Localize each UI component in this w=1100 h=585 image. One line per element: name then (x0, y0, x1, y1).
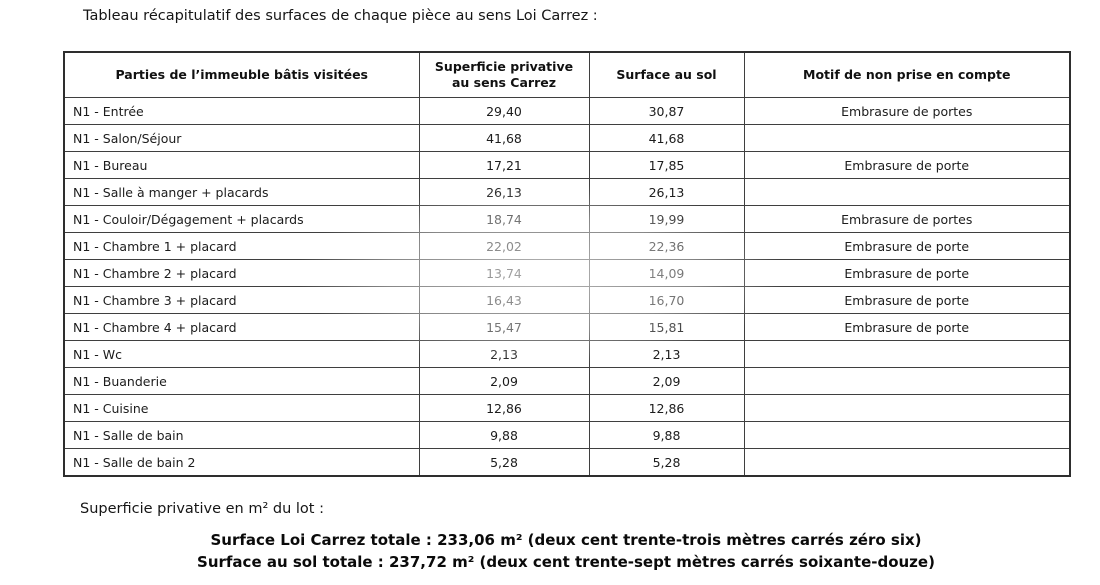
table-row: N1 - Chambre 1 + placard 22,02 22,36 Embras… (63, 232, 1071, 260)
room-name-cell: N1 - Buanderie (63, 367, 420, 395)
motif-cell: Embrasure de porte (743, 232, 1071, 260)
floor-value-cell: 22,36 (588, 232, 745, 260)
motif-cell (743, 178, 1071, 206)
surface-summary-table: Parties de l’immeuble bâtis visitées Sup… (63, 51, 1071, 477)
motif-cell: Embrasure de porte (743, 259, 1071, 287)
motif-cell: Embrasure de portes (743, 205, 1071, 233)
table-row: N1 - Chambre 4 + placard 15,47 15,81 Embras… (63, 313, 1071, 341)
motif-cell (743, 448, 1071, 477)
surface-table-body: N1 - Entrée 29,40 30,87 Embrasure de portes… (63, 97, 1071, 477)
carrez-value-cell: 2,09 (418, 367, 590, 395)
total-floor-line: Surface au sol totale : 237,72 m² (deux … (197, 553, 935, 571)
floor-value-cell: 12,86 (588, 394, 745, 422)
floor-value-cell: 14,09 (588, 259, 745, 287)
floor-value-cell: 15,81 (588, 313, 745, 341)
table-row: N1 - Wc 2,13 2,13 (63, 340, 1071, 368)
motif-cell (743, 124, 1071, 152)
room-name-cell: N1 - Salle à manger + placards (63, 178, 420, 206)
room-name-cell: N1 - Salle de bain (63, 421, 420, 449)
room-name-cell: N1 - Couloir/Dégagement + placards (63, 205, 420, 233)
lot-surface-label: Superficie privative en m² du lot : (80, 501, 324, 517)
room-name-cell: N1 - Chambre 3 + placard (63, 286, 420, 314)
carrez-value-cell: 26,13 (418, 178, 590, 206)
room-name-cell: N1 - Cuisine (63, 394, 420, 422)
carrez-value-cell: 41,68 (418, 124, 590, 152)
room-name-cell: N1 - Salle de bain 2 (63, 448, 420, 477)
motif-cell: Embrasure de porte (743, 286, 1071, 314)
carrez-value-cell: 12,86 (418, 394, 590, 422)
motif-cell (743, 340, 1071, 368)
floor-value-cell: 2,13 (588, 340, 745, 368)
table-row: N1 - Buanderie 2,09 2,09 (63, 367, 1071, 395)
motif-cell (743, 421, 1071, 449)
motif-cell: Embrasure de porte (743, 313, 1071, 341)
room-name-cell: N1 - Chambre 1 + placard (63, 232, 420, 260)
motif-cell (743, 394, 1071, 422)
carrez-value-cell: 15,47 (418, 313, 590, 341)
carrez-value-cell: 13,74 (418, 259, 590, 287)
table-row: N1 - Bureau 17,21 17,85 Embrasure de porte (63, 151, 1071, 179)
table-row: N1 - Entrée 29,40 30,87 Embrasure de portes (63, 97, 1071, 125)
floor-value-cell: 16,70 (588, 286, 745, 314)
room-name-cell: N1 - Wc (63, 340, 420, 368)
table-row: N1 - Chambre 2 + placard 13,74 14,09 Embras… (63, 259, 1071, 287)
floor-value-cell: 5,28 (588, 448, 745, 477)
floor-value-cell: 26,13 (588, 178, 745, 206)
table-row: N1 - Salon/Séjour 41,68 41,68 (63, 124, 1071, 152)
document-title: Tableau récapitulatif des surfaces de ch… (83, 8, 598, 24)
carrez-value-cell: 16,43 (418, 286, 590, 314)
floor-value-cell: 30,87 (588, 97, 745, 125)
table-row: N1 - Salle à manger + placards 26,13 26,13 (63, 178, 1071, 206)
table-header-row: Parties de l’immeuble bâtis visitées Sup… (63, 51, 1071, 98)
carrez-value-cell: 2,13 (418, 340, 590, 368)
column-header-motif: Motif de non prise en compte (743, 51, 1071, 98)
totals-block: Surface Loi Carrez totale : 233,06 m² (d… (63, 529, 1069, 573)
table-row: N1 - Cuisine 12,86 12,86 (63, 394, 1071, 422)
column-header-carrez: Superficie privative au sens Carrez (418, 51, 590, 98)
table-row: N1 - Salle de bain 2 5,28 5,28 (63, 448, 1071, 477)
floor-value-cell: 2,09 (588, 367, 745, 395)
room-name-cell: N1 - Bureau (63, 151, 420, 179)
column-header-floor: Surface au sol (588, 51, 745, 98)
carrez-value-cell: 29,40 (418, 97, 590, 125)
room-name-cell: N1 - Chambre 2 + placard (63, 259, 420, 287)
room-name-cell: N1 - Entrée (63, 97, 420, 125)
total-carrez-line: Surface Loi Carrez totale : 233,06 m² (d… (210, 531, 922, 549)
carrez-value-cell: 18,74 (418, 205, 590, 233)
motif-cell: Embrasure de portes (743, 97, 1071, 125)
floor-value-cell: 19,99 (588, 205, 745, 233)
table-row: N1 - Chambre 3 + placard 16,43 16,70 Embras… (63, 286, 1071, 314)
floor-value-cell: 17,85 (588, 151, 745, 179)
floor-value-cell: 41,68 (588, 124, 745, 152)
room-name-cell: N1 - Salon/Séjour (63, 124, 420, 152)
table-row: N1 - Couloir/Dégagement + placards 18,74 1… (63, 205, 1071, 233)
carrez-value-cell: 9,88 (418, 421, 590, 449)
room-name-cell: N1 - Chambre 4 + placard (63, 313, 420, 341)
carrez-value-cell: 17,21 (418, 151, 590, 179)
carrez-value-cell: 5,28 (418, 448, 590, 477)
table-row: N1 - Salle de bain 9,88 9,88 (63, 421, 1071, 449)
column-header-rooms: Parties de l’immeuble bâtis visitées (63, 51, 420, 98)
floor-value-cell: 9,88 (588, 421, 745, 449)
motif-cell (743, 367, 1071, 395)
carrez-value-cell: 22,02 (418, 232, 590, 260)
motif-cell: Embrasure de porte (743, 151, 1071, 179)
